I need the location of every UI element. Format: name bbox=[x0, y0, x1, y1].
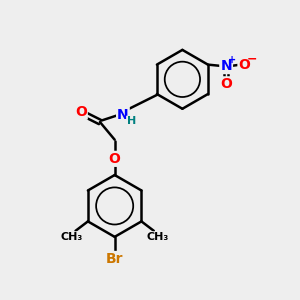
Text: CH₃: CH₃ bbox=[61, 232, 83, 242]
Text: N: N bbox=[220, 59, 232, 73]
Text: H: H bbox=[127, 116, 136, 126]
Text: −: − bbox=[247, 52, 257, 65]
Text: Br: Br bbox=[106, 252, 123, 266]
Text: O: O bbox=[238, 58, 250, 72]
Text: O: O bbox=[75, 105, 87, 119]
Text: O: O bbox=[220, 77, 232, 91]
Text: +: + bbox=[228, 55, 236, 64]
Text: CH₃: CH₃ bbox=[146, 232, 169, 242]
Text: N: N bbox=[117, 108, 129, 122]
Text: O: O bbox=[109, 152, 121, 166]
